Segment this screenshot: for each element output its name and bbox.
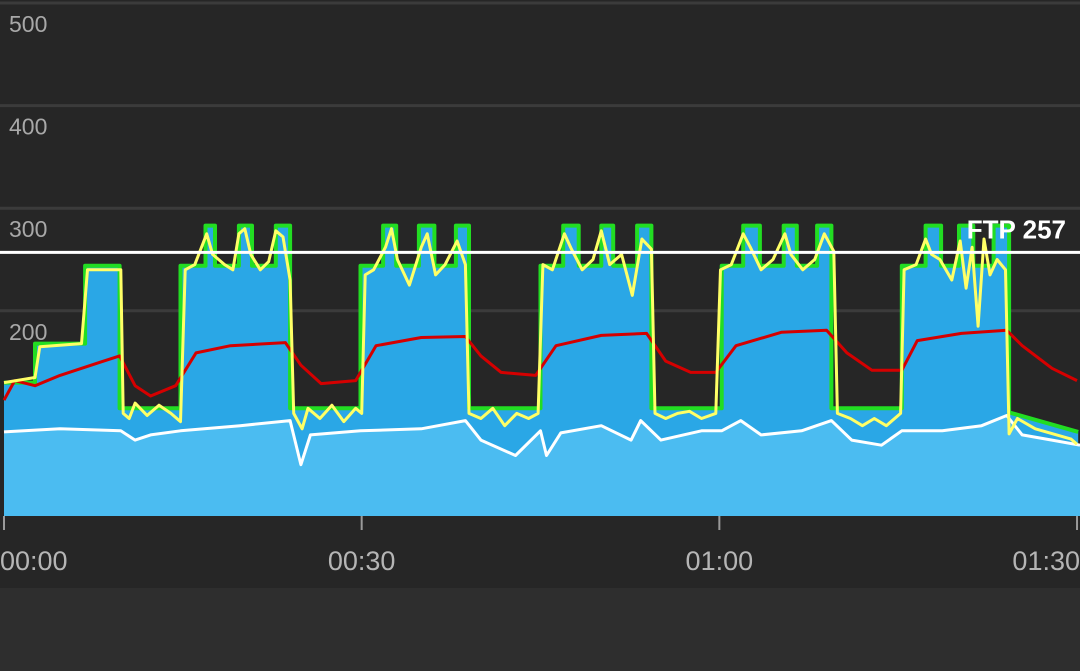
x-tick-label: 00:30 bbox=[328, 546, 396, 576]
line bbox=[3, 227, 1078, 446]
line bbox=[3, 414, 1080, 467]
y-tick-label: 400 bbox=[9, 114, 47, 140]
area bbox=[4, 415, 1080, 516]
y-tick-label: 200 bbox=[9, 319, 47, 345]
footer-band bbox=[0, 588, 1080, 671]
line bbox=[2, 328, 1078, 401]
x-tick-label: 00:00 bbox=[0, 546, 68, 576]
ftp-label: FTP 257 bbox=[967, 214, 1066, 244]
x-tick-label: 01:30 bbox=[1012, 546, 1080, 576]
y-tick-label: 500 bbox=[9, 11, 47, 37]
y-tick-label: 300 bbox=[9, 216, 47, 242]
x-tick-label: 01:00 bbox=[686, 546, 754, 576]
